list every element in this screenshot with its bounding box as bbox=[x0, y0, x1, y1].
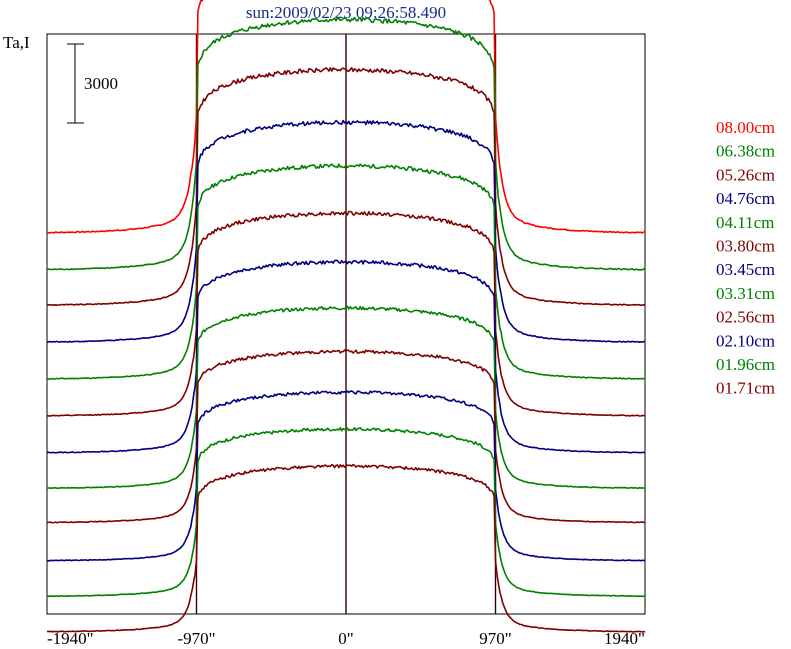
scale-bar-label: 3000 bbox=[84, 74, 118, 93]
series-line-03.80cm bbox=[46, 210, 646, 417]
x-tick-label-0: -1940" bbox=[47, 629, 94, 648]
series-line-04.76cm bbox=[46, 119, 645, 344]
series-line-03.45cm bbox=[46, 259, 646, 454]
legend-item-02.10cm: 02.10cm bbox=[716, 331, 775, 350]
series-line-01.96cm bbox=[46, 427, 646, 598]
x-tick-label-2: 0" bbox=[338, 629, 353, 648]
legend-item-08.00cm: 08.00cm bbox=[716, 118, 775, 137]
series-line-03.31cm bbox=[46, 305, 646, 490]
legend-item-01.96cm: 01.96cm bbox=[716, 355, 775, 374]
legend-item-02.56cm: 02.56cm bbox=[716, 308, 775, 327]
chart-title: sun:2009/02/23 09:26:58.490 bbox=[246, 3, 446, 22]
legend-item-04.11cm: 04.11cm bbox=[716, 213, 774, 232]
series-line-04.11cm bbox=[46, 163, 646, 380]
y-axis-label: Ta,I bbox=[3, 33, 30, 52]
legend-item-04.76cm: 04.76cm bbox=[716, 189, 775, 208]
legend-item-03.31cm: 03.31cm bbox=[716, 284, 775, 303]
series-line-02.56cm bbox=[46, 349, 646, 524]
series-lines bbox=[46, 0, 646, 633]
series-line-01.71cm bbox=[46, 463, 645, 633]
x-tick-label-1: -970" bbox=[177, 629, 215, 648]
series-line-06.38cm bbox=[46, 16, 646, 271]
legend-item-06.38cm: 06.38cm bbox=[716, 142, 775, 161]
x-tick-label-4: 1940" bbox=[604, 629, 645, 648]
legend-item-03.80cm: 03.80cm bbox=[716, 237, 775, 256]
legend-item-05.26cm: 05.26cm bbox=[716, 165, 775, 184]
series-line-05.26cm bbox=[46, 67, 646, 307]
legend-item-01.71cm: 01.71cm bbox=[716, 379, 775, 398]
series-line-08.00cm bbox=[46, 0, 646, 234]
x-tick-label-3: 970" bbox=[479, 629, 511, 648]
legend-item-03.45cm: 03.45cm bbox=[716, 260, 775, 279]
series-line-02.10cm bbox=[46, 390, 646, 562]
legend: 08.00cm 06.38cm 05.26cm 04.76cm 04.11cm 03.80… bbox=[716, 118, 775, 398]
scale-bar: 3000 bbox=[67, 43, 118, 124]
x-tick-labels: -1940" -970" 0" 970" 1940" bbox=[47, 629, 645, 648]
